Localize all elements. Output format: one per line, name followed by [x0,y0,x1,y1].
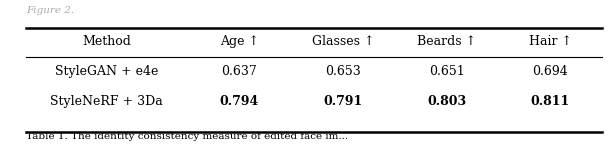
Text: 0.653: 0.653 [325,65,361,78]
Text: Glasses ↑: Glasses ↑ [312,34,374,48]
Text: Hair ↑: Hair ↑ [529,34,572,48]
Text: StyleNeRF + 3Da: StyleNeRF + 3Da [51,95,163,108]
Text: 0.803: 0.803 [427,95,466,108]
Text: 0.811: 0.811 [531,95,570,108]
Text: 0.791: 0.791 [323,95,363,108]
Text: StyleGAN + e4e: StyleGAN + e4e [55,65,158,78]
Text: 0.651: 0.651 [429,65,464,78]
Text: Age ↑: Age ↑ [220,34,259,48]
Text: Figure 2.: Figure 2. [26,6,74,15]
Text: 0.794: 0.794 [219,95,259,108]
Text: 0.694: 0.694 [533,65,569,78]
Text: Beards ↑: Beards ↑ [417,34,476,48]
Text: Table 1. The identity consistency measure of edited face im...: Table 1. The identity consistency measur… [26,132,348,141]
Text: 0.637: 0.637 [221,65,257,78]
Text: Method: Method [82,34,131,48]
